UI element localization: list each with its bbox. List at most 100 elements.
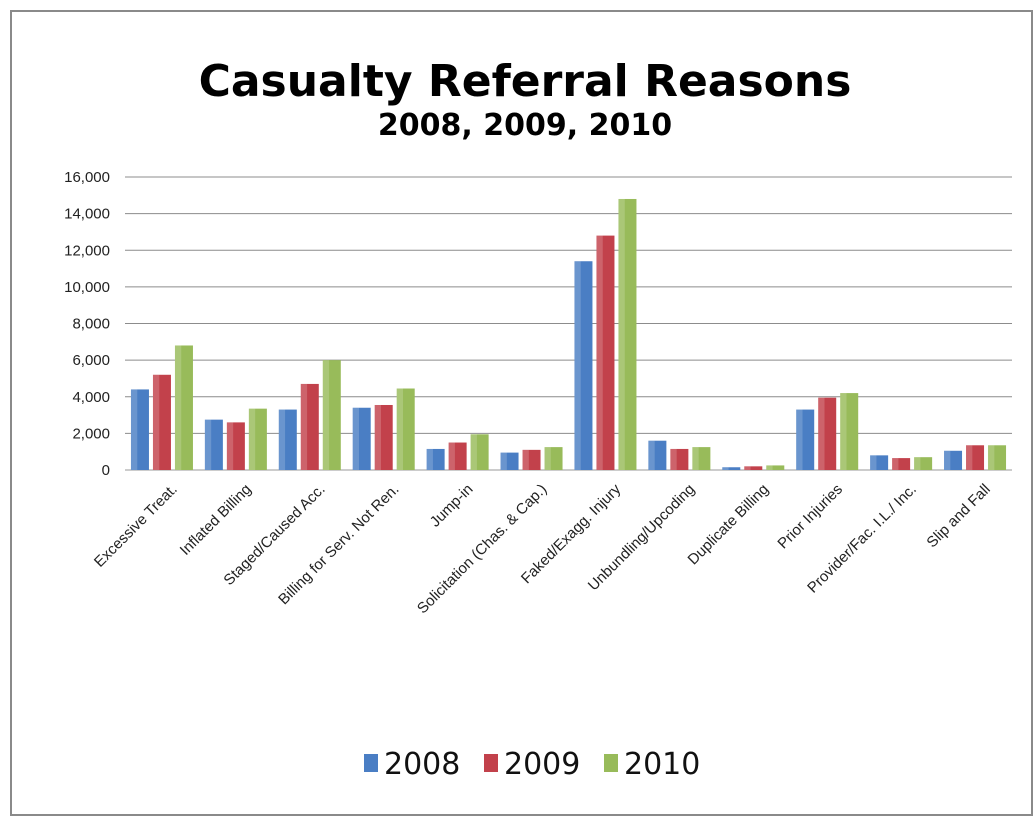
bar-highlight: [648, 440, 655, 470]
y-tick-label: 10,000: [64, 279, 110, 296]
x-category-label: Duplicate Billing: [685, 481, 772, 568]
bar-highlight: [300, 383, 308, 470]
bar: [322, 360, 341, 470]
bar-2009-7: [670, 448, 689, 470]
chart-title: Casualty Referral Reasons: [199, 56, 852, 107]
bar: [796, 409, 815, 470]
bar-2009-5: [522, 449, 541, 470]
legend-swatch: [604, 754, 618, 772]
bar-2010-4: [470, 434, 489, 470]
bar: [988, 445, 1007, 470]
bar: [500, 452, 519, 470]
x-category-label: Excessive Treat.: [91, 481, 181, 571]
bar-2008-4: [426, 448, 445, 470]
bar: [204, 419, 223, 470]
bar-2008-1: [204, 419, 223, 470]
x-category-label: Jump-in: [427, 481, 477, 531]
bar: [692, 447, 711, 470]
bar: [892, 458, 911, 470]
bar-2008-7: [648, 440, 667, 470]
bar-2010-6: [618, 198, 637, 470]
bar-highlight: [870, 455, 877, 470]
bar-2009-2: [300, 383, 319, 470]
bar-highlight: [744, 466, 751, 470]
bar-highlight: [766, 465, 773, 470]
chart: Casualty Referral Reasons 2008, 2009, 20…: [64, 56, 1012, 782]
bar-2010-10: [914, 457, 933, 470]
bar-highlight: [426, 448, 433, 470]
bar-2008-6: [574, 261, 593, 470]
bar-highlight: [470, 434, 477, 470]
bar: [174, 345, 193, 470]
bar: [840, 393, 859, 470]
bar-2009-6: [596, 235, 615, 470]
y-tick-label: 14,000: [64, 206, 110, 223]
legend-label: 2008: [384, 747, 460, 782]
bar: [596, 235, 615, 470]
bar-highlight: [152, 374, 160, 470]
bar: [248, 408, 267, 470]
bar-highlight: [352, 407, 360, 470]
y-axis-ticks: 16,000 14,000 12,000 10,000 8,000 6,000 4,000 2…: [64, 169, 110, 479]
bar-highlight: [248, 408, 256, 470]
bar-2009-11: [966, 445, 985, 470]
chart-subtitle: 2008, 2009, 2010: [378, 108, 672, 143]
bar-highlight: [448, 442, 455, 470]
bar-2010-1: [248, 408, 267, 470]
legend: 2008 2009 2010: [364, 747, 700, 782]
legend-label: 2010: [624, 747, 700, 782]
legend-swatch: [364, 754, 378, 772]
bar-2010-2: [322, 360, 341, 470]
x-category-label: Solicitation (Chas. & Cap.): [414, 481, 550, 617]
legend-item-2009: 2009: [484, 747, 580, 782]
y-tick-label: 6,000: [72, 352, 110, 369]
y-tick-label: 12,000: [64, 242, 110, 259]
legend-item-2008: 2008: [364, 747, 460, 782]
y-tick-label: 8,000: [72, 316, 110, 333]
bar-highlight: [500, 452, 507, 470]
bar-highlight: [522, 449, 529, 470]
x-category-label: Inflated Billing: [177, 481, 255, 559]
bar: [152, 374, 171, 470]
x-category-label: Prior Injuries: [774, 481, 846, 553]
bar: [670, 448, 689, 470]
bar-highlight: [944, 450, 951, 470]
bar-highlight: [670, 448, 677, 470]
bar-highlight: [544, 447, 551, 470]
bar-highlight: [618, 198, 625, 470]
bar-highlight: [966, 445, 973, 470]
y-tick-label: 2,000: [72, 425, 110, 442]
bar-2008-11: [944, 450, 963, 470]
bar: [448, 442, 467, 470]
bar: [374, 404, 393, 470]
bar: [470, 434, 489, 470]
bar: [300, 383, 319, 470]
bar-highlight: [278, 409, 286, 470]
bar-2009-8: [744, 466, 763, 470]
bar: [396, 388, 415, 470]
bar: [914, 457, 933, 470]
bar: [426, 448, 445, 470]
bar-highlight: [322, 360, 330, 470]
bar-highlight: [722, 467, 729, 470]
bar-highlight: [692, 447, 699, 470]
bar-2009-10: [892, 458, 911, 470]
bar: [722, 467, 741, 470]
bar-2008-8: [722, 467, 741, 470]
bar-2009-3: [374, 404, 393, 470]
bar-2008-9: [796, 409, 815, 470]
bar-highlight: [174, 345, 182, 470]
bar-2010-7: [692, 447, 711, 470]
legend-item-2010: 2010: [604, 747, 700, 782]
bar: [130, 389, 149, 470]
gridlines: [125, 176, 1012, 471]
bar-2010-3: [396, 388, 415, 470]
bar-highlight: [396, 388, 404, 470]
bar: [744, 466, 763, 470]
legend-label: 2009: [504, 747, 580, 782]
bar-highlight: [892, 458, 899, 470]
bar-2009-4: [448, 442, 467, 470]
bar: [278, 409, 297, 470]
bar: [766, 465, 785, 470]
bar-highlight: [226, 422, 234, 470]
